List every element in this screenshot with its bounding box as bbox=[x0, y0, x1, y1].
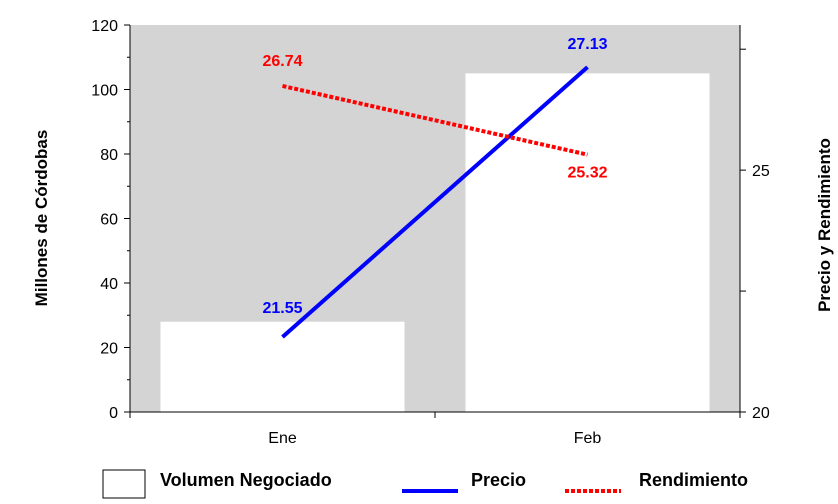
y-tick-label-100: 100 bbox=[91, 83, 118, 100]
data-label-precio-feb: 27.13 bbox=[567, 36, 607, 53]
line-rendimiento bbox=[282, 84, 588, 157]
data-label-precio-ene: 21.55 bbox=[262, 300, 302, 317]
x-tick-label-feb: Feb bbox=[574, 430, 602, 447]
lines-layer bbox=[281, 65, 589, 339]
y-axis-title: Millones de Córdobas bbox=[32, 130, 51, 307]
data-label-rendimiento-ene: 26.74 bbox=[262, 53, 302, 70]
y2-tick-label-25: 25 bbox=[752, 163, 770, 180]
y2-axis-title: Precio y Rendimiento bbox=[815, 138, 834, 312]
ticks-layer: 0 20 40 60 80 100 120 20 25 Ene Feb bbox=[91, 18, 770, 447]
y-tick-label-80: 80 bbox=[100, 147, 118, 164]
bars-layer bbox=[160, 73, 710, 412]
legend: Volumen Negociado Precio Rendimiento bbox=[102, 469, 748, 499]
data-label-rendimiento-feb: 25.32 bbox=[567, 165, 607, 182]
labels-layer: 21.55 27.13 26.74 25.32 bbox=[262, 36, 607, 317]
legend-label-volumen: Volumen Negociado bbox=[160, 470, 332, 490]
x-tick-label-ene: Ene bbox=[268, 430, 297, 447]
line-precio bbox=[281, 65, 589, 339]
legend-label-precio: Precio bbox=[471, 470, 526, 490]
y-tick-label-40: 40 bbox=[100, 276, 118, 293]
y-tick-label-120: 120 bbox=[91, 18, 118, 35]
y-tick-label-60: 60 bbox=[100, 212, 118, 229]
bar-volumen-feb bbox=[465, 73, 710, 412]
y2-tick-label-20: 20 bbox=[752, 405, 770, 422]
legend-swatch-volumen bbox=[102, 469, 146, 499]
y-tick-label-20: 20 bbox=[100, 341, 118, 358]
legend-label-rendimiento: Rendimiento bbox=[639, 470, 748, 490]
y-tick-label-0: 0 bbox=[109, 405, 118, 422]
